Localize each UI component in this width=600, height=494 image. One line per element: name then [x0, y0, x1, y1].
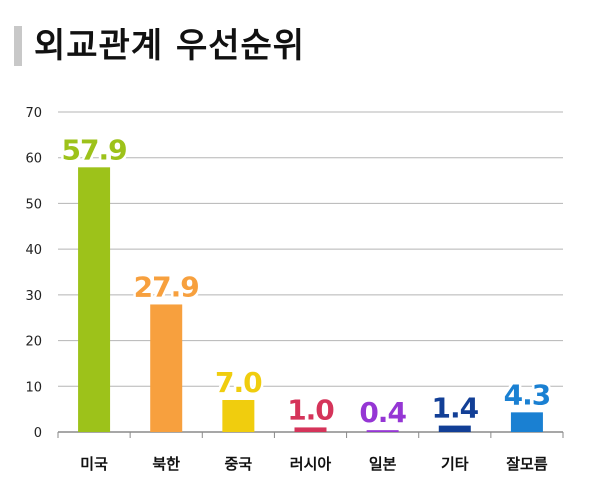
chart-title: 외교관계 우선순위 [34, 26, 306, 66]
bar [438, 425, 471, 432]
y-tick-label: 40 [25, 243, 42, 258]
y-tick-label: 60 [25, 152, 42, 167]
bar [150, 304, 183, 432]
data-label: 57.9 [62, 133, 127, 166]
bar [78, 167, 111, 433]
data-label: 4.3 [504, 378, 551, 411]
y-tick-label: 70 [25, 106, 42, 121]
bar [366, 430, 399, 432]
x-tick-label: 러시아 [290, 455, 332, 473]
value-labels: 57.9 27.9 7.0 1.0 0.4 1.4 4.3 [59, 131, 554, 432]
data-label: 27.9 [134, 270, 199, 303]
y-tick-label: 20 [25, 335, 42, 350]
x-tick-label: 일본 [369, 455, 397, 473]
bars [78, 167, 543, 433]
x-tick-label: 기타 [441, 455, 469, 473]
x-tick-label: 중국 [225, 455, 253, 473]
y-tick-label: 30 [25, 289, 42, 304]
title-accent-bar [14, 26, 22, 66]
gridlines [58, 111, 563, 387]
bar [222, 400, 255, 432]
y-tick-label: 10 [25, 380, 42, 395]
bar [294, 427, 327, 432]
x-tick-label: 북한 [152, 455, 180, 473]
x-tick-label: 미국 [80, 455, 108, 473]
y-tick-label: 0 [34, 426, 42, 441]
chart-title-container: 외교관계 우선순위 [14, 24, 305, 68]
bar [510, 412, 543, 432]
data-label: 7.0 [215, 366, 262, 399]
y-tick-label: 50 [25, 197, 42, 212]
x-tick-label: 잘모름 [506, 455, 548, 473]
data-label: 1.4 [431, 392, 478, 425]
data-label: 0.4 [359, 396, 406, 429]
data-label: 1.0 [287, 393, 334, 426]
